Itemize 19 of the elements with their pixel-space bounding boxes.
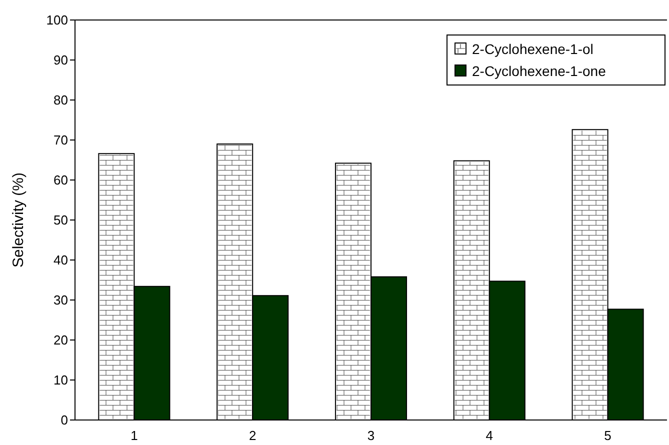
y-tick-label: 20 (54, 332, 68, 348)
y-tick-label: 10 (54, 372, 68, 388)
y-tick-label: 40 (54, 252, 68, 268)
x-tick-label: 2 (248, 428, 256, 443)
x-tick-label: 5 (604, 428, 612, 443)
y-tick-label: 0 (60, 412, 68, 428)
y-tick-label: 70 (54, 132, 68, 148)
y-tick-label: 80 (54, 92, 68, 108)
y-tick-label: 60 (54, 172, 68, 188)
x-tick-label: 4 (486, 428, 494, 443)
y-tick-label: 90 (54, 52, 68, 68)
y-axis-title: Selectivity (%) (10, 172, 27, 268)
legend-label: 2-Cyclohexene-1-ol (472, 40, 594, 57)
x-tick-label: 1 (130, 428, 138, 443)
x-tick-label: 3 (367, 428, 375, 443)
legend-label: 2-Cyclohexene-1-one (472, 62, 606, 79)
y-tick-label: 30 (54, 292, 68, 308)
y-tick-label: 50 (54, 212, 68, 228)
y-tick-label: 100 (46, 12, 68, 28)
